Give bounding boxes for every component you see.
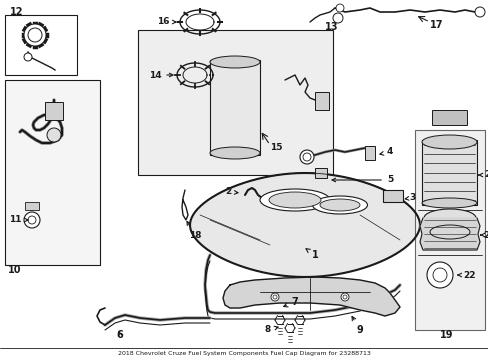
- Circle shape: [24, 24, 46, 46]
- Polygon shape: [190, 173, 419, 277]
- Text: 8: 8: [264, 325, 278, 334]
- Text: 4: 4: [379, 148, 392, 157]
- Ellipse shape: [319, 199, 359, 211]
- Circle shape: [342, 295, 346, 299]
- Bar: [431, 110, 466, 125]
- Circle shape: [426, 262, 452, 288]
- Ellipse shape: [429, 225, 469, 239]
- Bar: [5, 80, 100, 265]
- Text: 14: 14: [148, 71, 173, 80]
- Bar: [382, 190, 402, 202]
- Bar: [421, 140, 476, 205]
- Text: 19: 19: [439, 330, 452, 340]
- Text: 9: 9: [351, 316, 363, 335]
- Bar: [364, 146, 374, 160]
- Circle shape: [474, 7, 484, 17]
- Bar: [25, 202, 39, 210]
- Text: 5: 5: [331, 175, 392, 184]
- Text: 16: 16: [157, 18, 176, 27]
- Text: 6: 6: [116, 330, 123, 340]
- Text: 15: 15: [269, 144, 282, 153]
- Circle shape: [340, 293, 348, 301]
- Text: 22: 22: [457, 270, 475, 279]
- Bar: [45, 102, 63, 120]
- Text: 12: 12: [10, 7, 23, 17]
- Text: 21: 21: [480, 230, 488, 239]
- Ellipse shape: [423, 209, 475, 227]
- Circle shape: [303, 153, 310, 161]
- Circle shape: [47, 128, 61, 142]
- Circle shape: [24, 212, 40, 228]
- Text: 1: 1: [305, 249, 318, 260]
- Text: 3: 3: [405, 193, 414, 202]
- Circle shape: [270, 293, 279, 301]
- Circle shape: [272, 295, 276, 299]
- Ellipse shape: [209, 56, 260, 68]
- Polygon shape: [223, 277, 399, 316]
- Polygon shape: [419, 218, 479, 250]
- Text: 20: 20: [477, 171, 488, 180]
- Ellipse shape: [421, 198, 476, 208]
- Bar: [414, 130, 484, 330]
- Text: 2018 Chevrolet Cruze Fuel System Components Fuel Cap Diagram for 23288713: 2018 Chevrolet Cruze Fuel System Compone…: [118, 351, 370, 356]
- Bar: [138, 30, 332, 175]
- Ellipse shape: [312, 196, 367, 214]
- Text: 7: 7: [283, 297, 298, 307]
- Text: 10: 10: [8, 265, 21, 275]
- Circle shape: [304, 175, 315, 187]
- Bar: [5, 15, 77, 75]
- Circle shape: [24, 53, 32, 61]
- Bar: [314, 92, 328, 110]
- Ellipse shape: [260, 189, 329, 211]
- Circle shape: [28, 216, 36, 224]
- Circle shape: [335, 4, 343, 12]
- Bar: [209, 60, 260, 155]
- Circle shape: [299, 150, 313, 164]
- Text: 13: 13: [325, 22, 338, 32]
- Text: 2: 2: [224, 188, 238, 197]
- Circle shape: [332, 13, 342, 23]
- Text: 17: 17: [429, 20, 443, 30]
- Ellipse shape: [268, 192, 320, 208]
- Circle shape: [432, 268, 446, 282]
- Ellipse shape: [421, 135, 476, 149]
- Ellipse shape: [209, 147, 260, 159]
- Circle shape: [28, 28, 42, 42]
- Text: 11: 11: [9, 216, 28, 225]
- Bar: [314, 168, 326, 178]
- Text: 18: 18: [186, 221, 201, 239]
